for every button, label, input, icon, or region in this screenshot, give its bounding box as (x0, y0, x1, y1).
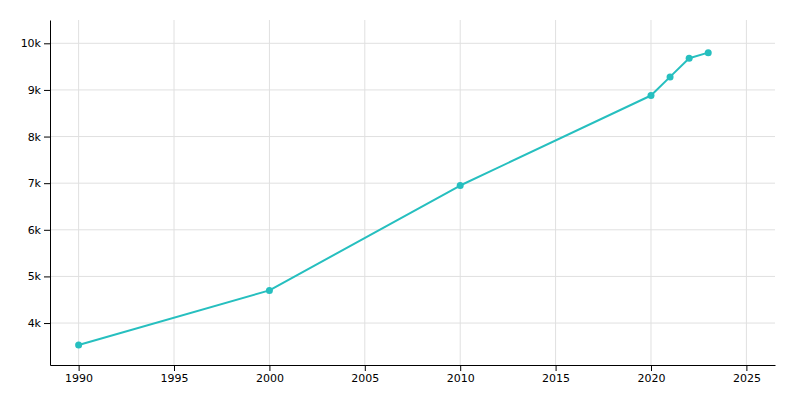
tick: 5k (28, 270, 50, 283)
tick-label: 5k (28, 270, 42, 283)
point (686, 55, 693, 62)
grid-line (269, 20, 270, 365)
tick: 2020 (637, 365, 665, 385)
tick: 2025 (733, 365, 761, 385)
axis-line (51, 365, 776, 366)
point (667, 73, 674, 80)
grid-line (78, 20, 79, 365)
grid-line (50, 89, 775, 90)
tick-mark (556, 365, 557, 371)
tick-mark (174, 365, 175, 371)
line (79, 53, 709, 345)
tick-mark (460, 365, 461, 371)
tick-label: 2015 (542, 372, 570, 385)
tick-label: 9k (28, 84, 42, 97)
axis-line (50, 21, 51, 366)
grid-line (174, 20, 175, 365)
tick-mark (44, 323, 50, 324)
tick: 10k (21, 37, 50, 50)
tick: 2010 (447, 365, 475, 385)
point (457, 182, 464, 189)
y-axis: 4k 5k 6k 7k 8k 9k 10k (21, 21, 51, 366)
point (647, 92, 654, 99)
tick-label: 7k (28, 177, 42, 190)
grid-line (50, 43, 775, 44)
tick-label: 1990 (65, 372, 93, 385)
point (75, 341, 82, 348)
grid-line (50, 136, 775, 137)
tick: 4k (28, 317, 50, 330)
tick-mark (44, 276, 50, 277)
tick-mark (651, 365, 652, 371)
chart: 1990 1995 2000 2005 2010 2015 2020 2025 4k 5k 6k 7k… (0, 0, 800, 400)
plot: 1990 1995 2000 2005 2010 2015 2020 2025 4k 5k 6k 7k… (21, 20, 776, 385)
tick: 2005 (351, 365, 379, 385)
tick-mark (44, 137, 50, 138)
tick-mark (365, 365, 366, 371)
tick-mark (746, 365, 747, 371)
grid-line (50, 183, 775, 184)
tick: 8k (28, 131, 50, 144)
tick: 6k (28, 224, 50, 237)
tick-mark (44, 183, 50, 184)
tick: 9k (28, 84, 50, 97)
x-axis: 1990 1995 2000 2005 2010 2015 2020 2025 (51, 365, 776, 385)
tick-label: 6k (28, 224, 42, 237)
grid-line (555, 20, 556, 365)
tick-label: 2025 (733, 372, 761, 385)
grid-line (650, 20, 651, 365)
tick: 2015 (542, 365, 570, 385)
tick-label: 1995 (161, 372, 189, 385)
tick-mark (44, 230, 50, 231)
tick: 1990 (65, 365, 93, 385)
grid-line (746, 20, 747, 365)
marks (75, 49, 712, 348)
tick-label: 8k (28, 131, 42, 144)
tick-label: 2010 (447, 372, 475, 385)
point (705, 49, 712, 56)
grid-line (50, 276, 775, 277)
grid-line (50, 229, 775, 230)
tick-mark (44, 43, 50, 44)
tick: 2000 (256, 365, 284, 385)
grid-line (460, 20, 461, 365)
tick-label: 2020 (637, 372, 665, 385)
point (266, 287, 273, 294)
tick-label: 10k (21, 37, 42, 50)
tick-mark (269, 365, 270, 371)
tick-label: 2005 (351, 372, 379, 385)
tick: 1995 (161, 365, 189, 385)
tick-label: 2000 (256, 372, 284, 385)
tick-mark (79, 365, 80, 371)
tick-label: 4k (28, 317, 42, 330)
grid (50, 20, 775, 365)
tick: 7k (28, 177, 50, 190)
grid-line (364, 20, 365, 365)
tick-mark (44, 90, 50, 91)
